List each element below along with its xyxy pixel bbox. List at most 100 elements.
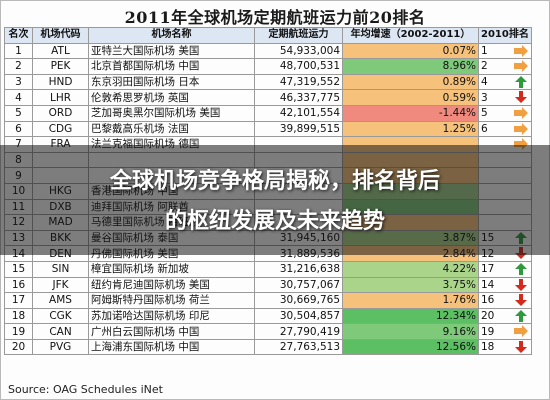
cell-airport-name: 上海浦东国际机场 中国: [88, 338, 255, 356]
cell-rank: 18: [4, 307, 33, 325]
cell-code: SIN: [32, 260, 89, 278]
cell-airport-name: 樟宜国际机场 新加坡: [88, 260, 255, 278]
cell-code: PVG: [32, 338, 89, 356]
cell-capacity-text: 54,933,004: [279, 44, 340, 57]
cell-growth-text: 8.96%: [442, 60, 476, 73]
cell-airport-name-text: 芝加哥奥黑尔国际机场 美国: [91, 107, 221, 120]
cell-growth-text: 1.25%: [442, 122, 476, 135]
source-note: Source: OAG Schedules iNet: [8, 383, 163, 396]
cell-2010-rank-text: 1: [481, 44, 488, 57]
cell-airport-name-text: 巴黎戴高乐机场 法国: [91, 122, 189, 135]
cell-rank-text: 16: [11, 278, 26, 291]
table-row: 20 PVG 上海浦东国际机场 中国 27,763,513 12.56% 18: [4, 338, 532, 356]
cell-airport-name: 芝加哥奥黑尔国际机场 美国: [88, 104, 255, 122]
cell-growth-text: 0.07%: [442, 44, 476, 57]
table-row: 3 HND 东京羽田国际机场 日本 47,319,552 0.89% 4: [4, 73, 532, 91]
cell-capacity: 47,319,552: [254, 73, 343, 91]
cell-growth: 3.75%: [342, 276, 479, 294]
cell-growth: 0.59%: [342, 89, 479, 106]
cell-growth-text: 12.56%: [435, 341, 476, 354]
cell-capacity: 30,504,857: [254, 307, 343, 325]
cell-airport-name-text: 东京羽田国际机场 日本: [91, 76, 200, 89]
table-row: 15 SIN 樟宜国际机场 新加坡 31,216,638 4.22% 17: [4, 260, 532, 278]
cell-code-text: LHR: [49, 91, 72, 104]
cell-rank-text: 6: [15, 122, 22, 135]
arrow-up-icon: [514, 262, 527, 275]
cell-code: ATL: [32, 42, 89, 60]
cell-capacity-text: 39,899,515: [279, 122, 340, 135]
cell-growth-text: 0.59%: [442, 91, 476, 104]
cell-2010-rank: 1: [478, 42, 532, 60]
cell-rank-text: 5: [15, 107, 22, 120]
cell-capacity: 30,669,765: [254, 292, 343, 309]
header-rank: 名次: [4, 27, 33, 44]
cell-growth: 0.07%: [342, 42, 479, 60]
cell-rank: 2: [4, 58, 33, 75]
cell-2010-rank-text: 4: [481, 76, 488, 89]
cell-rank-text: 2: [15, 60, 22, 73]
cell-2010-rank: 20: [478, 307, 532, 325]
table-row: 18 CGK 苏加诺哈达国际机场 印尼 30,504,857 12.34% 20: [4, 307, 532, 325]
cell-airport-name: 亚特兰大国际机场 美国: [88, 42, 255, 60]
cell-capacity-text: 31,216,638: [279, 263, 340, 276]
cell-growth: 12.34%: [342, 307, 479, 325]
cell-2010-rank: 6: [478, 120, 532, 138]
header-growth: 年均增速（2002-2011）: [342, 27, 479, 44]
cell-rank: 5: [4, 104, 33, 122]
cell-airport-name: 伦敦希思罗机场 英国: [88, 89, 255, 106]
cell-2010-rank: 3: [478, 89, 532, 106]
banner-line-1: 全球机场竞争格局揭秘，排名背后: [109, 169, 440, 194]
cell-growth-text: 9.16%: [442, 325, 476, 338]
cell-code: CDG: [32, 120, 89, 138]
cell-rank-text: 3: [15, 76, 22, 89]
cell-rank: 3: [4, 73, 33, 91]
cell-2010-rank: 18: [478, 338, 532, 356]
cell-2010-rank-text: 5: [481, 107, 488, 120]
cell-growth: 4.22%: [342, 260, 479, 278]
cell-rank: 16: [4, 276, 33, 294]
cell-2010-rank-text: 14: [481, 278, 495, 291]
cell-airport-name-text: 纽约肯尼迪国际机场 美国: [91, 278, 210, 291]
cell-2010-rank: 17: [478, 260, 532, 278]
cell-airport-name: 阿姆斯特丹国际机场 荷兰: [88, 292, 255, 309]
cell-growth: 9.16%: [342, 323, 479, 340]
cell-capacity-text: 27,790,419: [279, 325, 340, 338]
header-name: 机场名称: [88, 27, 255, 44]
table-header-row: 名次 机场代码 机场名称 定期航班运力 年均增速（2002-2011） 2010…: [4, 27, 532, 44]
arrow-up-icon: [514, 75, 527, 88]
arrow-down-icon: [514, 340, 527, 353]
cell-code: PEK: [32, 58, 89, 75]
arrow-down-icon: [514, 278, 527, 291]
cell-rank: 4: [4, 89, 33, 106]
cell-airport-name-text: 上海浦东国际机场 中国: [91, 341, 200, 354]
cell-capacity: 54,933,004: [254, 42, 343, 60]
cell-rank-text: 19: [11, 325, 26, 338]
table-row: 17 AMS 阿姆斯特丹国际机场 荷兰 30,669,765 1.76% 16: [4, 292, 532, 309]
cell-capacity: 31,216,638: [254, 260, 343, 278]
cell-capacity: 42,101,554: [254, 104, 343, 122]
cell-2010-rank-text: 19: [481, 325, 495, 338]
cell-code-text: PVG: [49, 341, 72, 354]
cell-rank-text: 15: [11, 263, 26, 276]
table-row: 5 ORD 芝加哥奥黑尔国际机场 美国 42,101,554 -1.44% 5: [4, 104, 532, 122]
cell-growth-text: 0.89%: [442, 76, 476, 89]
cell-rank-text: 4: [15, 91, 22, 104]
banner-line-2: 的枢纽发展及未来趋势: [164, 209, 385, 234]
cell-2010-rank: 4: [478, 73, 532, 91]
cell-code: ORD: [32, 104, 89, 122]
cell-capacity: 48,700,531: [254, 58, 343, 75]
cell-2010-rank: 14: [478, 276, 532, 294]
cell-capacity-text: 30,504,857: [279, 309, 340, 322]
cell-rank: 6: [4, 120, 33, 138]
cell-capacity-text: 30,669,765: [279, 294, 340, 307]
cell-growth: 12.56%: [342, 338, 479, 356]
cell-capacity-text: 30,757,067: [279, 278, 340, 291]
arrow-right-icon: [513, 60, 528, 73]
cell-growth: 1.76%: [342, 292, 479, 309]
cell-2010-rank-text: 20: [481, 309, 495, 322]
cell-code: LHR: [32, 89, 89, 106]
cell-airport-name: 广州白云国际机场 中国: [88, 323, 255, 340]
cell-capacity-text: 46,337,775: [279, 91, 340, 104]
cell-capacity: 30,757,067: [254, 276, 343, 294]
cell-code-text: JFK: [52, 278, 69, 291]
